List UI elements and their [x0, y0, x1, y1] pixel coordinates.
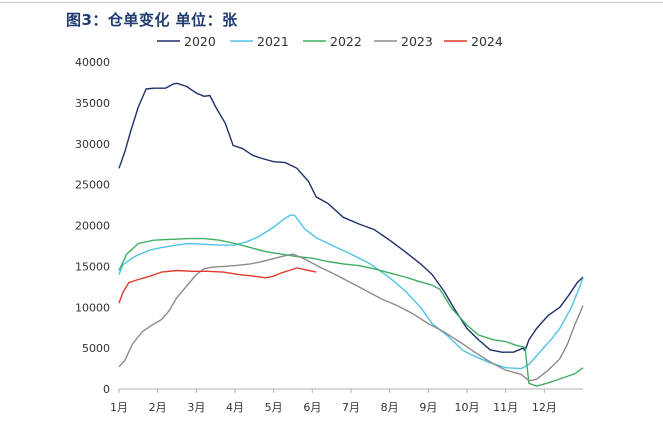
- y-tick-label: 0: [103, 383, 110, 396]
- y-tick-label: 40000: [75, 56, 110, 69]
- y-tick-label: 30000: [75, 138, 110, 151]
- x-tick-label: 9月: [419, 401, 437, 414]
- x-tick-label: 6月: [303, 401, 321, 414]
- y-tick-label: 15000: [75, 260, 110, 273]
- legend-label-2022: 2022: [330, 34, 362, 49]
- series-line-2022: [118, 237, 584, 387]
- x-tick-label: 4月: [226, 401, 244, 414]
- y-tick-label: 25000: [75, 179, 110, 192]
- x-tick-label: 2月: [149, 401, 167, 414]
- legend-label-2021: 2021: [257, 34, 289, 49]
- top-rule: [0, 2, 663, 3]
- x-tick-label: 3月: [187, 401, 205, 414]
- x-tick-label: 10月: [455, 401, 480, 414]
- chart-title: 图3：仓单变化 单位：张: [66, 11, 238, 29]
- x-tick-label: 8月: [381, 401, 399, 414]
- y-tick-label: 10000: [75, 301, 110, 314]
- legend-label-2020: 2020: [184, 34, 216, 49]
- series-line-2020: [118, 82, 584, 353]
- y-axis: 0 5000 10000 15000 20000 25000 30000 35000 40000: [75, 56, 110, 396]
- x-tick-label: 12月: [532, 401, 557, 414]
- x-tick-label: 5月: [265, 401, 283, 414]
- x-axis: 1月 2月 3月 4月 5月 6月 7月 8月 9月 10月 11月 12月: [110, 388, 583, 414]
- y-tick-label: 5000: [82, 342, 110, 355]
- legend-label-2023: 2023: [401, 34, 433, 49]
- legend: 2020 2021 2022 2023 2024: [157, 34, 503, 49]
- series-line-2024: [118, 267, 317, 304]
- x-tick-label: 7月: [342, 401, 360, 414]
- x-tick-label: 11月: [493, 401, 518, 414]
- y-tick-label: 20000: [75, 220, 110, 233]
- legend-label-2024: 2024: [471, 34, 503, 49]
- x-tick-label: 1月: [110, 401, 128, 414]
- series-group: [118, 82, 584, 387]
- y-tick-label: 35000: [75, 97, 110, 110]
- series-line-2023: [118, 253, 584, 382]
